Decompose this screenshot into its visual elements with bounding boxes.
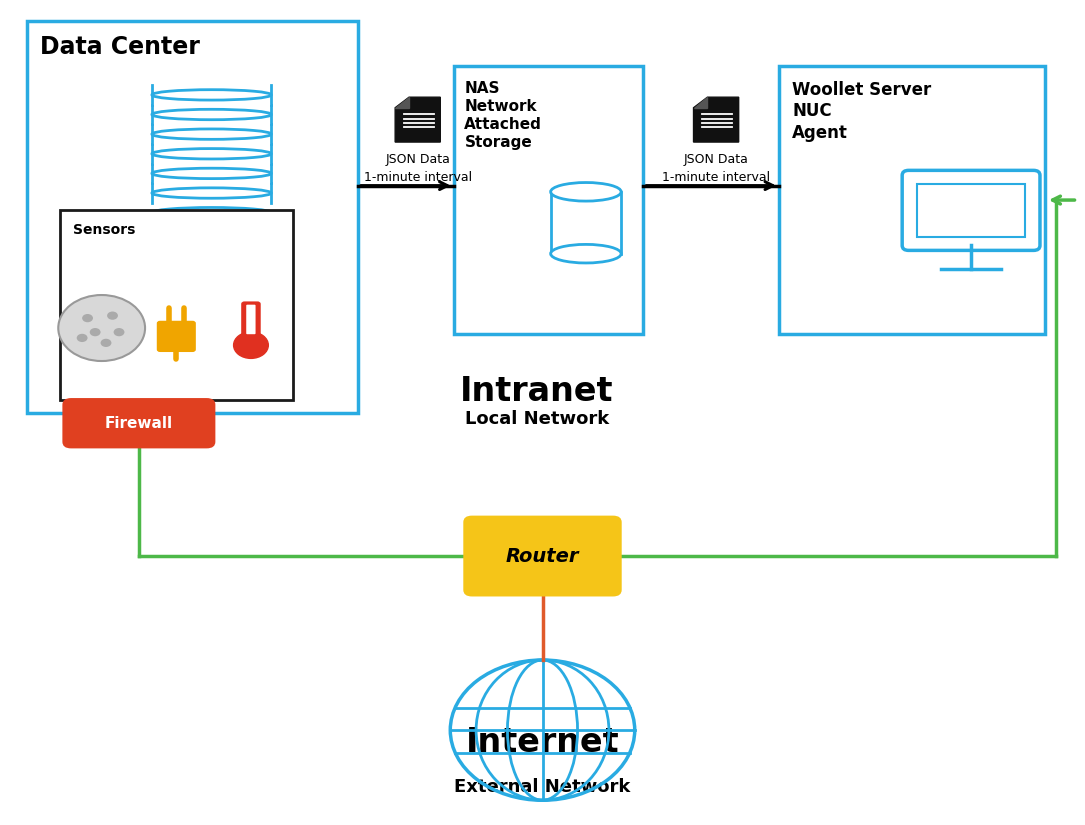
Polygon shape: [693, 97, 707, 108]
Polygon shape: [693, 97, 739, 142]
FancyBboxPatch shape: [241, 301, 260, 346]
Ellipse shape: [152, 90, 271, 100]
Ellipse shape: [152, 148, 271, 159]
Text: Local Network: Local Network: [465, 410, 609, 428]
Ellipse shape: [152, 208, 271, 218]
Text: NAS
Network
Attached
Storage: NAS Network Attached Storage: [464, 81, 542, 150]
Text: Intranet: Intranet: [460, 375, 614, 408]
FancyBboxPatch shape: [157, 321, 196, 352]
Ellipse shape: [152, 109, 271, 120]
FancyBboxPatch shape: [779, 66, 1045, 334]
FancyBboxPatch shape: [551, 192, 621, 254]
FancyBboxPatch shape: [27, 21, 358, 412]
FancyBboxPatch shape: [454, 66, 643, 334]
Ellipse shape: [152, 168, 271, 178]
Ellipse shape: [551, 182, 622, 201]
FancyBboxPatch shape: [152, 85, 271, 105]
Text: JSON Data: JSON Data: [385, 153, 450, 166]
FancyBboxPatch shape: [903, 171, 1041, 251]
Circle shape: [90, 328, 101, 337]
Circle shape: [59, 295, 145, 361]
Ellipse shape: [152, 188, 271, 198]
Text: Firewall: Firewall: [105, 416, 173, 431]
Ellipse shape: [152, 129, 271, 139]
FancyBboxPatch shape: [463, 516, 622, 596]
FancyBboxPatch shape: [246, 304, 256, 334]
Text: 1-minute interval: 1-minute interval: [662, 171, 770, 184]
Text: Router: Router: [506, 546, 579, 566]
Circle shape: [82, 314, 93, 323]
FancyBboxPatch shape: [63, 398, 215, 449]
Text: Sensors: Sensors: [73, 223, 135, 237]
FancyBboxPatch shape: [918, 183, 1024, 238]
Polygon shape: [395, 97, 409, 108]
Circle shape: [114, 328, 125, 337]
Text: Data Center: Data Center: [40, 35, 200, 59]
FancyBboxPatch shape: [60, 210, 293, 400]
FancyBboxPatch shape: [152, 125, 271, 144]
Circle shape: [77, 334, 88, 342]
Text: Internet: Internet: [465, 726, 620, 759]
Text: 1-minute interval: 1-minute interval: [363, 171, 472, 184]
Circle shape: [233, 332, 268, 358]
FancyBboxPatch shape: [152, 163, 271, 183]
FancyBboxPatch shape: [152, 183, 271, 203]
FancyBboxPatch shape: [152, 144, 271, 163]
Ellipse shape: [551, 244, 622, 263]
Circle shape: [101, 339, 112, 347]
Polygon shape: [395, 97, 441, 142]
FancyBboxPatch shape: [152, 105, 271, 125]
Circle shape: [107, 312, 118, 320]
Text: External Network: External Network: [455, 778, 630, 796]
Text: Woollet Server
NUC
Agent: Woollet Server NUC Agent: [792, 81, 931, 142]
Text: JSON Data: JSON Data: [684, 153, 749, 166]
